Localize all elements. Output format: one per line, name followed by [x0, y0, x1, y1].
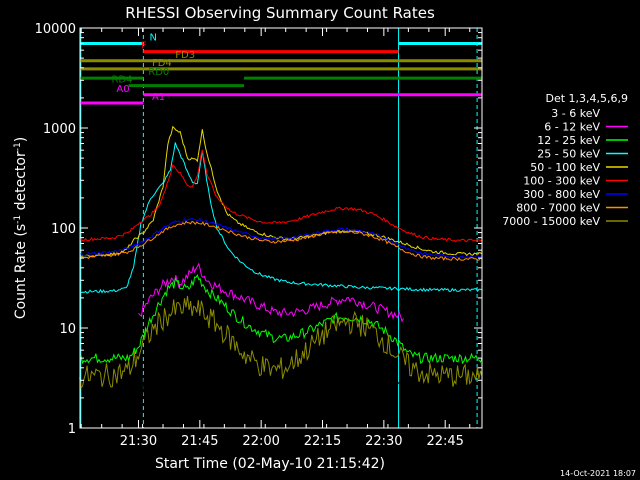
flag-label: N [150, 32, 157, 43]
legend-label: 300 - 800 keV [523, 188, 600, 201]
chart-title: RHESSI Observing Summary Count Rates [125, 4, 435, 22]
series-line [79, 274, 483, 365]
series-line [79, 149, 483, 243]
x-axis-label: Start Time (02-May-10 21:15:42) [155, 456, 385, 472]
footer-date: 14-Oct-2021 18:07 [560, 469, 636, 478]
flag-label: RD0 [148, 67, 169, 78]
legend-label: 100 - 300 keV [523, 175, 600, 188]
flag-label: F [141, 41, 147, 52]
flag-label: A1 [152, 92, 165, 103]
y-tick-label: 1 [68, 422, 76, 437]
legend-label: 3 - 6 keV [551, 107, 600, 120]
y-tick-label: 10 [59, 322, 76, 337]
x-tick-label: 22:00 [242, 434, 279, 449]
y-tick-label: 100 [51, 222, 76, 237]
legend-label: 12 - 25 keV [537, 134, 600, 147]
legend-label: 25 - 50 keV [537, 148, 600, 161]
x-tick-label: 22:15 [304, 434, 341, 449]
flag-label: FD4 [152, 58, 172, 69]
legend-label: 7000 - 15000 keV [502, 215, 600, 228]
x-tick-label: 22:30 [365, 434, 402, 449]
x-tick-label: 21:30 [120, 434, 157, 449]
y-axis-label: Count Rate (s-1 detector-1) [13, 137, 29, 319]
series-line [79, 125, 483, 258]
y-tick-label: 1000 [43, 122, 76, 137]
series-line [79, 142, 483, 294]
legend-title: Det 1,3,4,5,6,9 [545, 92, 628, 105]
series-line [79, 295, 483, 389]
y-tick-label: 10000 [35, 22, 76, 37]
series-line [138, 265, 409, 429]
flag-label: FD3 [175, 50, 195, 61]
legend-label: 50 - 100 keV [530, 161, 600, 174]
x-tick-label: 22:45 [426, 434, 463, 449]
flag-label: A0 [116, 84, 129, 95]
x-tick-label: 21:45 [181, 434, 218, 449]
legend-label: 6 - 12 keV [544, 121, 600, 134]
series-line [79, 217, 483, 259]
series-line [138, 262, 404, 323]
series-line [79, 220, 483, 262]
flag-label: RD4 [111, 75, 132, 86]
legend-label: 800 - 7000 keV [516, 202, 600, 215]
